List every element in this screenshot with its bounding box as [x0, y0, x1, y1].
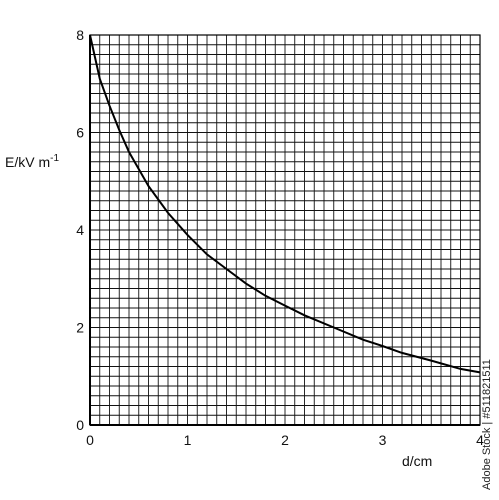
y-tick-label: 2: [76, 320, 84, 336]
x-tick-label: 2: [281, 432, 289, 448]
x-tick-label: 3: [379, 432, 387, 448]
x-tick-label: 4: [476, 432, 484, 448]
x-axis-label: d/cm: [402, 453, 432, 469]
grid: [89, 34, 481, 426]
y-tick-label: 4: [76, 222, 84, 238]
axes: [89, 34, 481, 426]
y-tick-labels: 0 2 4 6 8: [76, 27, 84, 433]
watermark: Adobe Stock | #511821511: [481, 359, 493, 490]
y-tick-label: 6: [76, 125, 84, 141]
x-tick-label: 0: [86, 432, 94, 448]
y-tick-label: 0: [76, 417, 84, 433]
y-axis-label-sup: -1: [50, 153, 59, 164]
x-tick-label: 1: [184, 432, 192, 448]
plot-border: [89, 34, 481, 426]
y-tick-label: 8: [76, 27, 84, 43]
y-axis-label: E/kV m-1: [5, 153, 59, 170]
series-line: [89, 34, 481, 374]
x-tick-labels: 0 1 2 3 4: [86, 432, 484, 448]
y-axis-label-main: E/kV m: [5, 154, 50, 170]
